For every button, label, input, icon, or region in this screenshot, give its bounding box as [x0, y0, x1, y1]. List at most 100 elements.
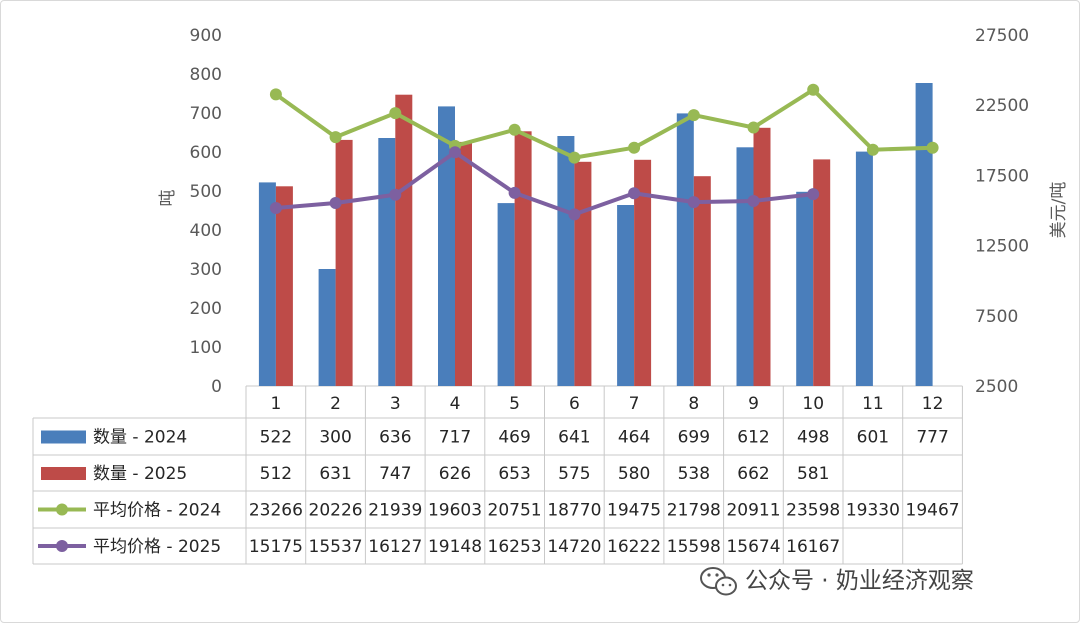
data-point [628, 187, 641, 200]
table-cell-value: 522 [260, 428, 292, 448]
series-line [275, 150, 814, 217]
bar [813, 159, 831, 386]
wechat-icon [700, 567, 737, 596]
y-tick-label: 700 [190, 104, 222, 124]
data-point [568, 151, 581, 164]
bar [378, 138, 396, 386]
table-cell-value: 498 [797, 428, 829, 448]
table-cell-value: 16222 [607, 537, 661, 557]
y-tick-label: 900 [190, 26, 222, 46]
series-line [274, 87, 933, 160]
legend-label: 平均价格 - 2025 [93, 537, 221, 557]
table-cell-value: 580 [618, 464, 650, 484]
y2-tick-label: 22500 [975, 96, 1029, 116]
y-axis-title: 吨 [158, 190, 178, 207]
data-point [807, 83, 820, 96]
table-cell-value: 300 [319, 428, 351, 448]
table-cell-value: 512 [260, 464, 292, 484]
bar [318, 269, 336, 386]
table-cell-value: 19467 [906, 501, 960, 521]
legend-label: 数量 - 2025 [93, 464, 187, 484]
table-cell-value: 15598 [667, 537, 721, 557]
table-cell-value: 631 [319, 464, 351, 484]
table-cell-value: 653 [498, 464, 530, 484]
bar [395, 94, 413, 386]
x-tick-label: 12 [922, 394, 944, 414]
table-cell-value: 777 [916, 428, 948, 448]
legend-key-marker [56, 503, 68, 516]
bar [275, 186, 293, 386]
x-tick-label: 6 [569, 394, 580, 414]
table-cell-value: 21798 [667, 501, 721, 521]
y-tick-label: 400 [190, 221, 222, 241]
table-cell-value: 717 [439, 428, 471, 448]
table-cell-value: 16253 [488, 537, 542, 557]
table-cell-value: 636 [379, 428, 411, 448]
table-cell-value: 601 [857, 428, 889, 448]
bar [676, 113, 694, 387]
data-point [269, 88, 282, 101]
bar [796, 191, 814, 386]
table-cell-value: 662 [737, 464, 769, 484]
data-point [329, 131, 342, 144]
x-tick-label: 4 [450, 394, 461, 414]
data-point [687, 109, 700, 122]
table-cell-value: 626 [439, 464, 471, 484]
table-cell-value: 612 [737, 428, 769, 448]
axes-layer: 900 800 700 600 500 400 300 200 100 0 27500 22500 17… [158, 26, 1069, 397]
bar [574, 161, 592, 386]
legend-key-bar [41, 430, 86, 444]
lines-layer [269, 83, 939, 221]
y2-tick-label: 27500 [975, 26, 1029, 46]
y-tick-label: 600 [190, 143, 222, 163]
bar [915, 83, 933, 386]
x-tick-label: 10 [802, 394, 824, 414]
y2-tick-label: 2500 [975, 377, 1018, 397]
bar [497, 203, 515, 386]
bar [335, 139, 353, 386]
x-tick-label: 1 [270, 394, 281, 414]
table-cell-value: 15674 [726, 537, 780, 557]
table-cell-value: 641 [558, 428, 590, 448]
table-cell-value: 575 [558, 464, 590, 484]
table-cell-value: 15537 [309, 537, 363, 557]
data-table-grid [32, 385, 963, 565]
table-cell-value: 20226 [309, 501, 363, 521]
table-cell-value: 581 [797, 464, 829, 484]
bar [557, 136, 575, 386]
y-tick-label: 300 [190, 260, 222, 280]
table-cell-value: 21939 [368, 501, 422, 521]
table-cell-value: 20751 [488, 501, 542, 521]
y2-tick-label: 7500 [975, 307, 1018, 327]
y-tick-label: 0 [211, 377, 222, 397]
x-tick-label: 11 [862, 394, 884, 414]
x-tick-label: 8 [688, 394, 699, 414]
bar [693, 176, 711, 386]
data-point [866, 143, 879, 156]
watermark: 公众号 · 奶业经济观察 [700, 567, 974, 596]
table-cell-value: 699 [678, 428, 710, 448]
table-cell-value: 469 [498, 428, 530, 448]
x-tick-label: 9 [748, 394, 759, 414]
x-tick-label: 7 [629, 394, 640, 414]
data-point [508, 186, 521, 199]
table-cell-value: 16167 [786, 537, 840, 557]
table-cell-value: 23266 [249, 501, 303, 521]
bar [736, 147, 754, 386]
bar [514, 131, 532, 386]
data-point [389, 188, 402, 201]
y-tick-label: 100 [190, 338, 222, 358]
x-tick-label: 5 [509, 394, 520, 414]
watermark-text: 公众号 · 奶业经济观察 [745, 568, 974, 594]
data-point [807, 188, 820, 201]
table-cell-value: 464 [618, 428, 650, 448]
y-tick-label: 200 [190, 299, 222, 319]
data-point [269, 202, 282, 214]
table-cell-value: 538 [678, 464, 710, 484]
data-point [628, 141, 641, 154]
data-point [747, 195, 760, 207]
data-point [568, 208, 581, 221]
